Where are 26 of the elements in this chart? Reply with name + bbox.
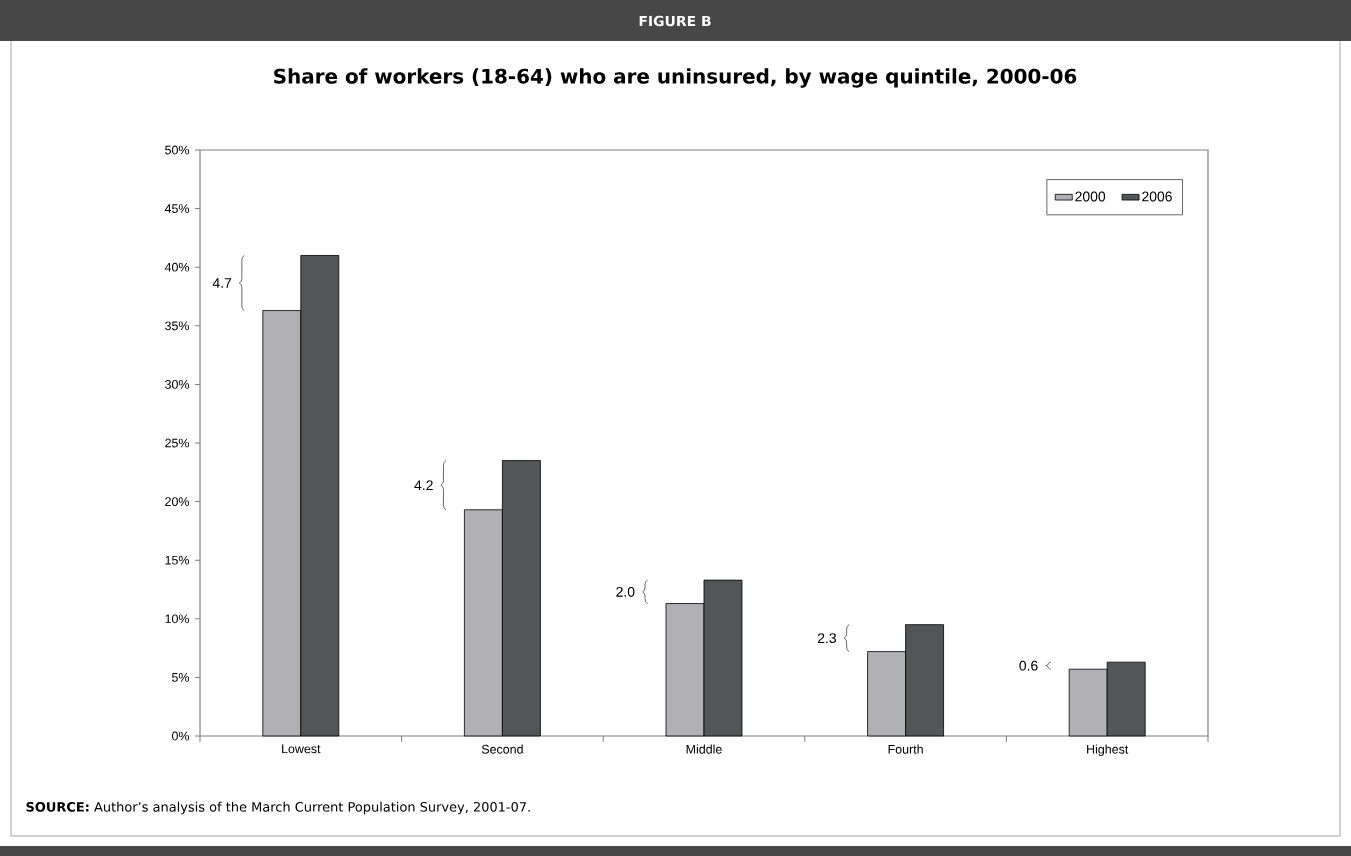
annotation: 4.2 [414, 480, 433, 491]
legend-label: 2006 [1142, 191, 1172, 202]
y-tick-label: 50% [165, 145, 190, 155]
y-tick-label: 15% [165, 555, 190, 565]
y-tick-label: 40% [164, 262, 190, 272]
legend-label: 2000 [1075, 191, 1106, 202]
y-tick-label: 10% [165, 614, 190, 624]
text: SOURCE: Author’s analysis of the March Current Population Survey, 2001-07. [26, 801, 530, 815]
annotation: 4.7 [212, 278, 232, 288]
x-tick-label: Second [481, 744, 523, 754]
annotation: 2.3 [817, 633, 837, 644]
y-tick-label: 0% [171, 731, 190, 741]
y-tick-label: 20% [165, 497, 190, 506]
annotation: 0.6 [1019, 660, 1038, 671]
x-tick-label: Highest [1087, 744, 1129, 757]
y-tick-label: 5% [171, 673, 190, 682]
y-tick-label: 35% [165, 321, 190, 331]
y-tick-label: 45% [164, 204, 190, 213]
x-tick-label: Lowest [282, 744, 321, 754]
y-tick-label: 25% [165, 438, 190, 448]
annotation: 2.0 [616, 586, 635, 597]
chart-title: Share of workers (18-64) who are uninsured, by wage quintile, 2000-06 [274, 68, 1077, 88]
x-tick-label: Middle [686, 744, 722, 754]
text: FIGURE B [639, 15, 711, 27]
y-tick-label: 30% [165, 379, 190, 389]
x-tick-label: Fourth [888, 744, 923, 754]
